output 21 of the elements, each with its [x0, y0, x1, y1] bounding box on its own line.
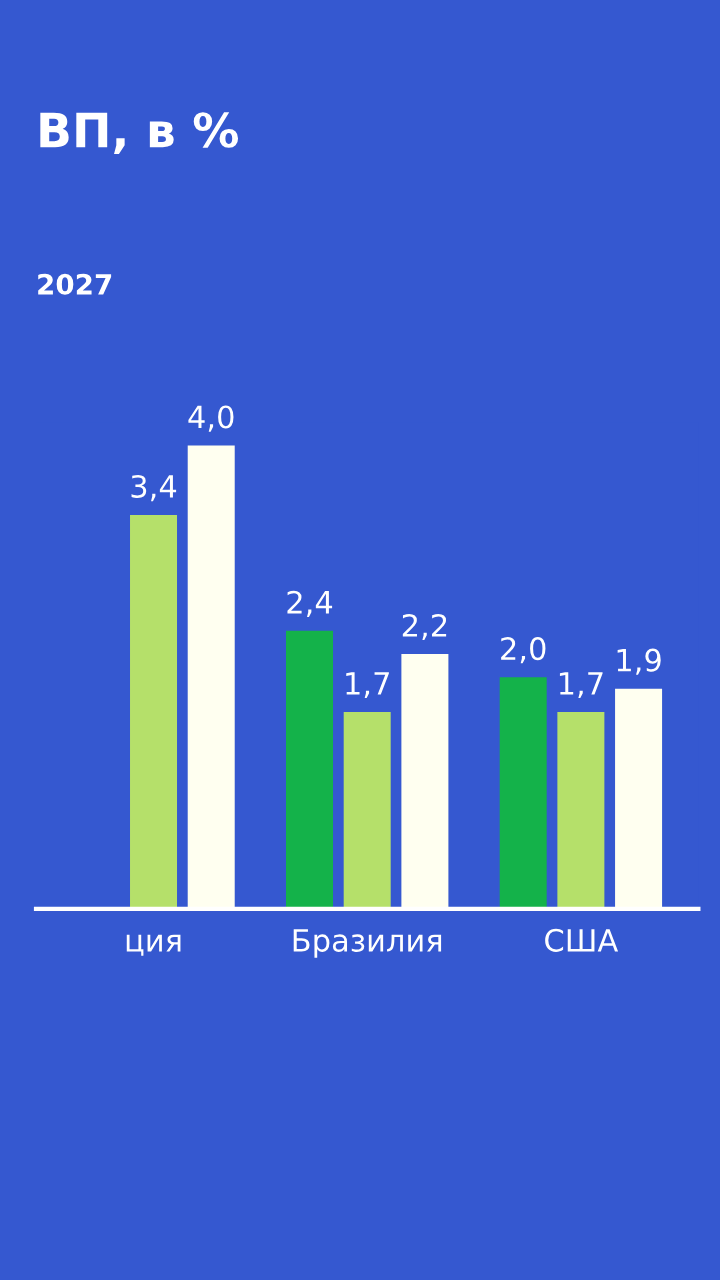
x-tick-label: США — [545, 928, 619, 952]
bar — [401, 654, 449, 909]
bar — [557, 711, 605, 909]
chart-title: ВП, в % — [40, 112, 239, 154]
bar — [343, 711, 391, 909]
data-label: 4,0 — [188, 405, 234, 432]
data-label: 1,7 — [346, 672, 389, 699]
data-label: 3,4 — [131, 474, 177, 502]
x-tick-label: Бразилия — [293, 929, 442, 958]
data-label: 1,7 — [559, 672, 603, 699]
bar — [130, 515, 178, 909]
data-label: 2,4 — [287, 590, 333, 617]
bar — [187, 445, 235, 909]
data-label: 2,0 — [501, 637, 546, 664]
bar — [615, 688, 663, 909]
data-label: 2,2 — [402, 613, 447, 641]
bar — [286, 630, 334, 909]
data-label: 1,9 — [617, 648, 661, 675]
bar — [499, 677, 547, 909]
chart-subtitle: 2027 — [38, 273, 112, 295]
x-tick-label: ция — [126, 934, 181, 956]
